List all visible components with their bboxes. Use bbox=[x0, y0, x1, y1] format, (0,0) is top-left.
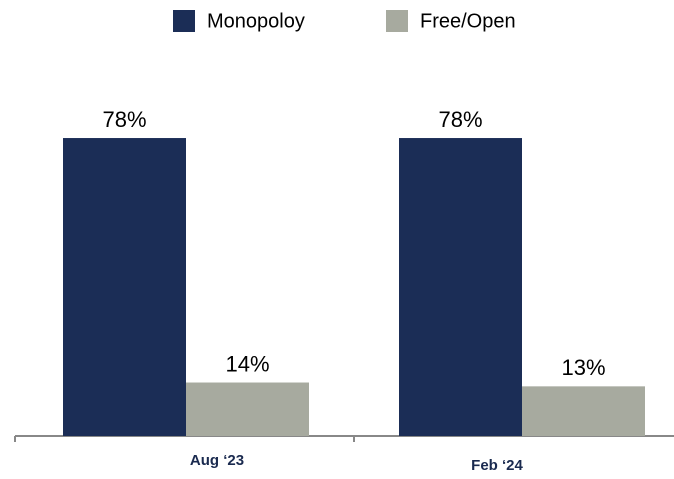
legend-text: Free/Open bbox=[420, 10, 516, 32]
legend-swatch bbox=[173, 10, 195, 32]
value-label: 78% bbox=[438, 107, 482, 132]
legend-text: Monopoloy bbox=[207, 10, 305, 32]
bar bbox=[399, 138, 522, 437]
bar bbox=[522, 386, 645, 436]
value-label: 13% bbox=[561, 355, 605, 380]
value-label: 78% bbox=[102, 107, 146, 132]
bar bbox=[186, 382, 309, 436]
legend-swatch bbox=[386, 10, 408, 32]
x-tick-label: Feb ‘24 bbox=[471, 457, 523, 474]
x-tick-label: Aug ‘23 bbox=[190, 452, 244, 469]
value-label: 14% bbox=[225, 351, 269, 376]
bar bbox=[63, 138, 186, 437]
